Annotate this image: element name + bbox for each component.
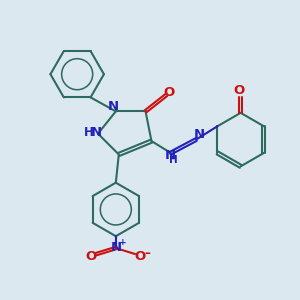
Text: N: N <box>194 128 205 141</box>
Text: +: + <box>119 238 127 247</box>
Text: N: N <box>110 241 122 254</box>
Text: O: O <box>233 84 245 97</box>
Text: N: N <box>107 100 118 113</box>
Text: O: O <box>163 86 174 99</box>
Text: O: O <box>85 250 97 263</box>
Text: N: N <box>91 126 102 139</box>
Text: O: O <box>135 250 146 263</box>
Text: H: H <box>169 154 178 164</box>
Text: H: H <box>84 126 94 139</box>
Text: N: N <box>165 149 176 162</box>
Text: –: – <box>145 247 151 260</box>
